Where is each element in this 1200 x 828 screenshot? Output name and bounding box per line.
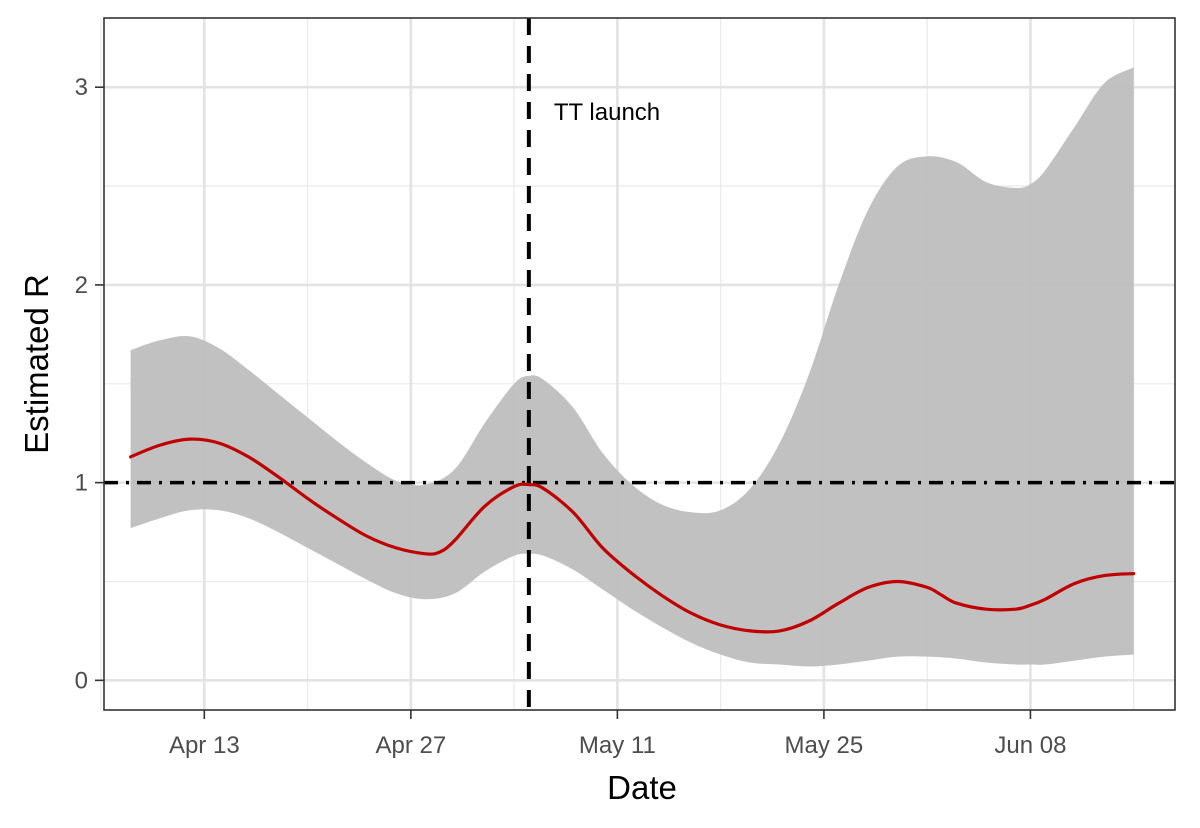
y-tick-label: 0 (75, 667, 88, 694)
x-tick-label: Jun 08 (994, 732, 1066, 759)
y-tick-label: 3 (75, 74, 88, 101)
y-tick-label: 2 (75, 272, 88, 299)
estimated-r-line (129, 437, 1136, 634)
x-axis: Apr 13 Apr 27 May 11 May 25 Jun 08 (169, 710, 1066, 759)
x-axis-title: Date (607, 769, 677, 806)
x-tick-label: Apr 13 (169, 732, 240, 759)
x-tick-label: Apr 27 (375, 732, 446, 759)
y-axis: 0 1 2 3 (75, 74, 104, 694)
x-tick-label: May 25 (785, 732, 864, 759)
y-axis-title: Estimated R (18, 274, 55, 454)
y-tick-label: 1 (75, 470, 88, 497)
panel-border (103, 17, 1176, 711)
x-tick-label: May 11 (579, 732, 656, 759)
confidence-ribbon (130, 67, 1134, 667)
tt-launch-annotation: TT launch (554, 99, 660, 126)
